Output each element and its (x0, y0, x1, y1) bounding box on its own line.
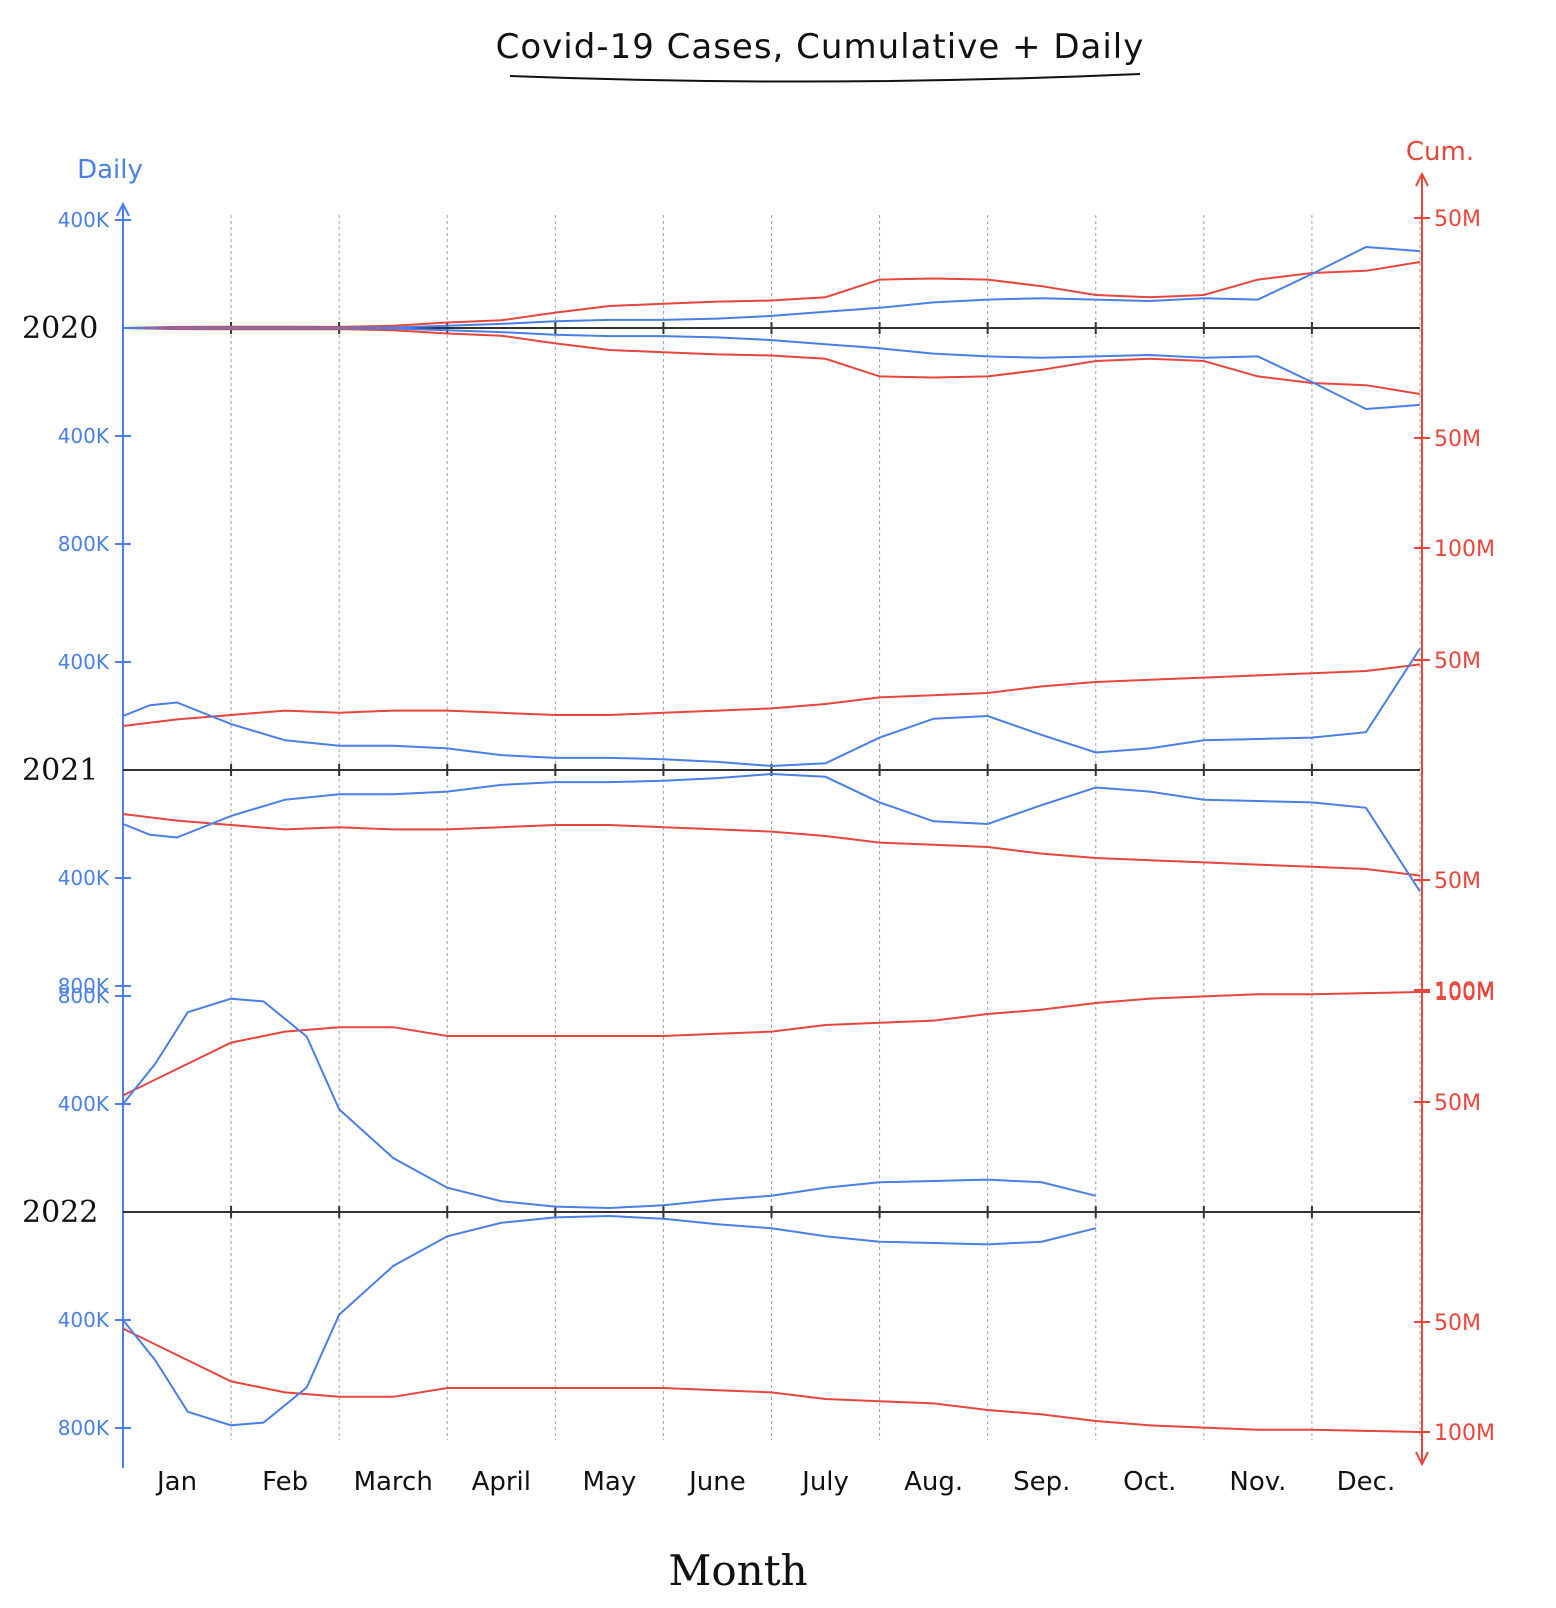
daily-tick-label: 400K (58, 866, 110, 890)
panels-layer: 2020 400K 400K 800K 50M 50M 100M 2021 400K 400K 80… (22, 207, 1495, 1446)
month-label: Aug. (904, 1467, 963, 1497)
cumulative-axis-arrow-down (1415, 1451, 1429, 1467)
daily-tick-label: 800K (58, 974, 110, 998)
chart-title: Covid-19 Cases, Cumulative + Daily (496, 27, 1145, 67)
cumulative-tick-label: 100M (1434, 979, 1495, 1004)
daily-line-mirror-2020 (123, 327, 1421, 411)
month-label: March (354, 1467, 433, 1497)
cumulative-line-mirror-2022 (122, 1327, 1421, 1433)
daily-line-mirror-2022 (122, 1214, 1097, 1427)
daily-axis-title: Daily (77, 155, 143, 185)
cumulative-axis-title: Cum. (1406, 137, 1474, 167)
daily-tick-label: 400K (58, 1092, 110, 1116)
year-label-2022: 2022 (22, 1195, 98, 1230)
cumulative-line-2022 (122, 991, 1421, 1097)
cumulative-line-2021 (122, 663, 1421, 727)
cumulative-line-mirror-2021 (122, 813, 1421, 877)
cumulative-tick-label: 100M (1434, 981, 1495, 1006)
cumulative-line-2020 (122, 261, 1421, 329)
month-label: Oct. (1123, 1467, 1176, 1497)
year-label-2020: 2020 (22, 311, 98, 346)
panel-2020: 2020 400K 400K 800K 50M 50M 100M (22, 207, 1495, 562)
cumulative-tick-label: 100M (1434, 537, 1495, 562)
month-label: Sep. (1013, 1467, 1070, 1497)
cumulative-tick-label: 50M (1434, 427, 1481, 452)
month-label: Nov. (1229, 1467, 1286, 1497)
daily-line-2022 (122, 997, 1097, 1210)
month-labels: Jan Feb March April May June July Aug. Sep. Oct. N… (155, 1467, 1395, 1497)
cumulative-axis-arrow-up (1415, 171, 1429, 187)
x-axis-title: Month (668, 1546, 807, 1595)
cumulative-tick-label: 50M (1434, 1091, 1481, 1116)
title-underline (509, 73, 1141, 83)
month-label: April (472, 1467, 531, 1497)
year-label-2021: 2021 (22, 753, 98, 788)
month-label: Feb (262, 1467, 308, 1497)
daily-line-2021 (122, 647, 1421, 768)
daily-tick-label: 400K (58, 1308, 110, 1332)
panel-2021: 2021 400K 400K 800K 50M 50M 100M (22, 647, 1495, 1004)
month-label: June (687, 1467, 746, 1497)
cumulative-line-mirror-2020 (122, 327, 1421, 395)
daily-tick-label: 800K (58, 984, 110, 1008)
panel-2022: 2022 800K 400K 400K 800K 100M 50M 50M 100M (22, 981, 1495, 1446)
month-label: July (800, 1467, 849, 1497)
month-label: May (582, 1467, 636, 1497)
daily-axis-arrow (116, 201, 130, 217)
daily-tick-label: 400K (58, 424, 110, 448)
daily-tick-label: 800K (58, 1416, 110, 1440)
cumulative-tick-label: 50M (1434, 207, 1481, 232)
cumulative-tick-label: 100M (1434, 1421, 1495, 1446)
cumulative-tick-label: 50M (1434, 1311, 1481, 1336)
axes-layer (116, 171, 1429, 1468)
daily-tick-label: 800K (58, 532, 110, 556)
daily-tick-label: 400K (58, 650, 110, 674)
month-label: Jan (155, 1467, 197, 1497)
month-label: Dec. (1337, 1467, 1396, 1497)
daily-tick-label: 400K (58, 208, 110, 232)
cumulative-tick-label: 50M (1434, 869, 1481, 894)
daily-line-mirror-2021 (122, 772, 1421, 893)
cumulative-tick-label: 50M (1434, 649, 1481, 674)
